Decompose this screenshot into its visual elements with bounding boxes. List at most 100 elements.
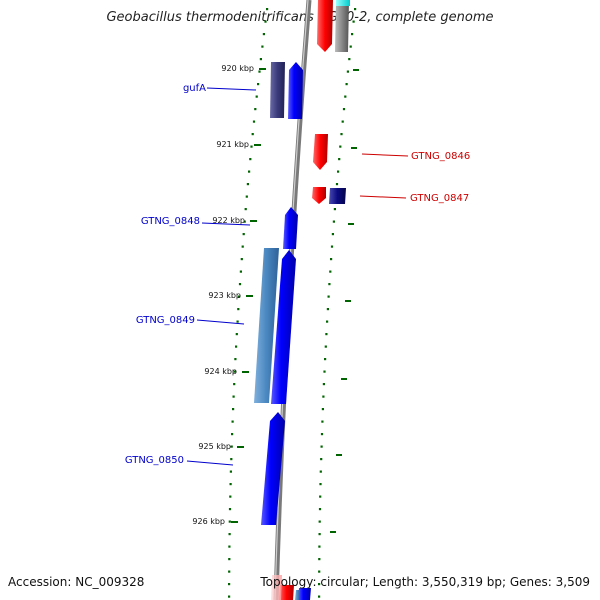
gene-GTNG_0847-navy-block xyxy=(329,188,346,204)
tick-labels: 920 kbp 921 kbp 922 kbp 923 kbp 924 kbp … xyxy=(192,64,254,526)
gene-bottom-red xyxy=(279,585,294,600)
inner-track-dot xyxy=(262,33,265,36)
outer-track-dot xyxy=(325,333,328,336)
inner-track-dot xyxy=(237,308,240,311)
inner-track-dot xyxy=(228,570,231,573)
tick-label-921: 921 kbp xyxy=(216,140,249,149)
leader-GTNG_0850 xyxy=(186,460,234,466)
tick-label-926: 926 kbp xyxy=(192,517,225,526)
tick-label-922: 922 kbp xyxy=(212,216,245,225)
label-GTNG_0848: GTNG_0848 xyxy=(141,216,200,227)
gene-top-grey xyxy=(335,0,349,52)
outer-track-dot xyxy=(339,145,342,148)
reverse-genes xyxy=(271,0,350,600)
gene-gufA-dark-block xyxy=(270,62,285,118)
gene-labels: gufA GTNG_0846 GTNG_0847 GTNG_0848 GTNG_… xyxy=(125,83,470,466)
leader-GTNG_0848 xyxy=(201,222,251,226)
inner-track-dot xyxy=(239,270,242,273)
inner-track-dot xyxy=(234,358,237,361)
inner-track-dot xyxy=(228,545,231,548)
outer-track-dot xyxy=(330,245,334,248)
outer-track-dot xyxy=(323,370,326,373)
outer-track-dot xyxy=(318,520,321,523)
label-GTNG_0846: GTNG_0846 xyxy=(411,151,470,162)
inner-track-dot xyxy=(228,508,232,511)
tick-label-923: 923 kbp xyxy=(208,291,241,300)
inner-track-dot xyxy=(252,120,256,123)
map-title: Geobacillus thermodenitrificans NG80-2, … xyxy=(106,10,494,25)
outer-track-dot xyxy=(326,320,329,323)
outer-track-dot xyxy=(322,383,325,386)
ticks xyxy=(231,68,359,533)
forward-genes xyxy=(254,62,311,600)
inner-track-dot xyxy=(266,8,269,11)
inner-dotted-track xyxy=(228,8,269,598)
outer-track-dot xyxy=(341,120,344,123)
inner-track-dot xyxy=(257,83,260,86)
leader-gufA xyxy=(206,87,257,91)
outer-track-dot xyxy=(318,570,321,573)
outer-track-dot xyxy=(322,395,325,398)
accession-text: Accession: NC_009328 xyxy=(8,575,145,589)
gene-GTNG_0849 xyxy=(271,250,296,404)
inner-track-dot xyxy=(235,345,238,348)
inner-track-dot xyxy=(261,45,264,48)
outer-track-dot xyxy=(328,283,331,286)
label-GTNG_0847: GTNG_0847 xyxy=(410,193,469,204)
outer-track-dot xyxy=(318,595,321,598)
outer-track-dot xyxy=(318,583,321,586)
gene-GTNG_0847 xyxy=(312,187,326,204)
inner-track-dot xyxy=(229,495,232,498)
outer-dotted-track xyxy=(318,8,357,598)
inner-track-dot xyxy=(241,245,244,248)
tick-label-925: 925 kbp xyxy=(198,442,231,451)
outer-track-dot xyxy=(320,433,324,436)
leader-GTNG_0846 xyxy=(361,153,409,157)
outer-track-dot xyxy=(318,558,321,561)
outer-track-dot xyxy=(318,508,322,511)
inner-track-dot xyxy=(238,295,241,298)
outer-track-dot xyxy=(318,545,321,548)
outer-track-dot xyxy=(321,408,324,411)
inner-track-dot xyxy=(264,20,267,23)
outer-track-dot xyxy=(319,495,322,498)
outer-track-dot xyxy=(331,233,334,236)
tick-label-920: 920 kbp xyxy=(221,64,254,73)
inner-track-dot xyxy=(231,420,234,423)
gene-GTNG_0850 xyxy=(261,412,285,525)
inner-track-dot xyxy=(230,445,233,448)
outer-track-dot xyxy=(326,308,329,311)
inner-track-dot xyxy=(250,145,253,148)
inner-track-dot xyxy=(238,283,242,286)
outer-track-dot xyxy=(324,345,327,348)
outer-track-dot xyxy=(330,258,333,261)
inner-track-dot xyxy=(233,370,236,373)
gene-top-cyan xyxy=(336,0,350,6)
outer-track-dot xyxy=(342,108,346,111)
outer-track-dot xyxy=(348,58,351,61)
gene-GTNG_0849-light-block xyxy=(254,248,279,403)
inner-track-dot xyxy=(229,483,232,486)
label-gufA: gufA xyxy=(183,83,206,94)
inner-track-dot xyxy=(228,520,231,523)
outer-track-dot xyxy=(319,470,322,473)
outer-track-dot xyxy=(352,20,355,23)
inner-track-dot xyxy=(242,233,245,236)
inner-track-dot xyxy=(232,408,235,411)
inner-track-dot xyxy=(243,220,246,223)
leader-GTNG_0849 xyxy=(196,319,245,325)
leader-GTNG_0847 xyxy=(359,195,407,199)
inner-track-dot xyxy=(249,158,252,161)
inner-track-dot xyxy=(244,208,247,211)
outer-track-dot xyxy=(338,158,341,161)
outer-track-dot xyxy=(333,208,336,211)
gene-bottom-partial-blue xyxy=(298,588,311,600)
gene-GTNG_0846 xyxy=(313,134,328,170)
gene-bottom-pink xyxy=(271,575,282,600)
outer-track-dot xyxy=(349,45,352,48)
outer-track-dot xyxy=(321,420,324,423)
inner-track-dot xyxy=(228,595,231,598)
inner-track-dot xyxy=(228,583,231,586)
outer-track-dot xyxy=(320,445,323,448)
label-GTNG_0849: GTNG_0849 xyxy=(136,315,195,326)
